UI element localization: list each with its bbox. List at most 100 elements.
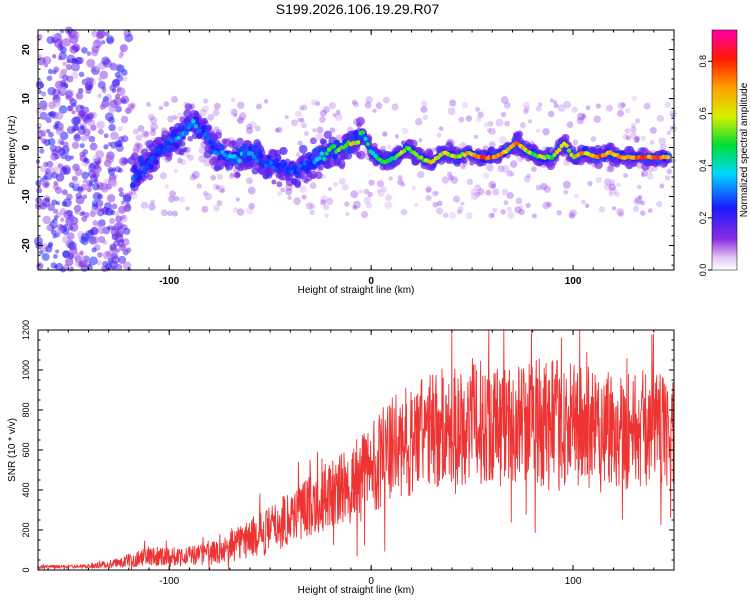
chart-title: S199.2026.106.19.29.R07 [275, 1, 440, 17]
y-tick-label: 200 [21, 522, 31, 537]
spectrogram-point [649, 126, 657, 134]
spectrogram-point [74, 168, 83, 176]
spectrogram-point [63, 210, 73, 220]
spectrogram-point [48, 131, 54, 138]
spectrogram-point [523, 108, 529, 115]
spectrogram-point [401, 127, 409, 135]
spectrogram-point [546, 201, 552, 207]
spectrogram-point [216, 200, 223, 206]
spectrogram-point [92, 192, 102, 201]
spectrogram-point [202, 105, 209, 113]
spectrogram-point [664, 175, 671, 181]
spectrogram-point [108, 104, 117, 113]
spectrogram-point [637, 184, 642, 190]
spectrogram-point [91, 67, 97, 73]
spectrogram-point [659, 143, 667, 151]
spectrogram-point [80, 135, 88, 142]
spectrogram-point [400, 182, 406, 187]
spectrogram-point [531, 213, 537, 219]
spectrogram-point [164, 141, 169, 146]
spectrogram-point [524, 105, 530, 112]
spectrogram-point [213, 204, 220, 212]
spectrogram-point [394, 134, 400, 139]
spectrogram-point [576, 117, 584, 125]
spectrogram-point [93, 178, 99, 184]
spectrogram-point [353, 101, 359, 108]
spectrogram-point [201, 129, 206, 134]
spectrogram-point [563, 100, 572, 109]
spectrogram-point [356, 140, 361, 145]
spectrogram-point [114, 139, 122, 148]
spectrogram-point [57, 163, 64, 169]
spectrogram-point [83, 212, 90, 218]
spectrogram-point [251, 154, 257, 160]
spectrogram-point [492, 188, 500, 196]
spectrogram-point [109, 217, 116, 224]
spectrogram-point [254, 158, 259, 163]
spectrogram-point [595, 103, 602, 109]
spectrogram-point [198, 155, 206, 163]
spectrogram-point [214, 125, 220, 132]
spectrogram-point [98, 128, 104, 135]
spectrogram-point [65, 90, 73, 98]
spectrogram-point [264, 163, 269, 168]
snr-y-label: SNR (10 * v/v) [7, 418, 18, 482]
y-tick-label: 20 [21, 44, 32, 56]
spectrogram-point [503, 200, 509, 206]
spectrogram-point [82, 149, 89, 156]
spectrogram-point [125, 107, 132, 114]
spectrogram-point [157, 150, 162, 155]
spectrogram-point [311, 99, 318, 106]
spectrogram-point [178, 196, 186, 203]
spectrogram-point [71, 116, 81, 126]
spectrogram-point [367, 191, 373, 198]
spectrogram-point [136, 174, 143, 181]
spectrogram-point [669, 109, 677, 118]
y-tick-label: -10 [21, 189, 32, 204]
spectrogram-point [564, 143, 569, 148]
spectrogram-point [171, 210, 179, 217]
spectrogram-point [173, 142, 180, 149]
spectrogram-point [67, 252, 74, 259]
spectrogram-point [173, 115, 178, 121]
spectrogram-point [201, 119, 207, 125]
spectrogram-point [376, 180, 385, 188]
colorbar: 0.0 0.2 0.4 0.6 0.8 Normalized spectral ampl… [698, 29, 750, 276]
spectrogram-point [69, 246, 78, 255]
spectrogram-point [115, 263, 123, 271]
spectrogram-point [385, 194, 392, 201]
spectrogram-point [118, 255, 127, 264]
spectrogram-point [246, 206, 254, 215]
spectrogram-point [490, 183, 496, 189]
spectrogram-point [465, 212, 473, 220]
spectrogram-point [87, 118, 96, 127]
spectrogram-point [90, 206, 99, 215]
spectrogram-point [606, 104, 613, 112]
spectrogram-point [577, 112, 585, 121]
spectrogram-point [76, 94, 81, 99]
spectrogram-point [581, 112, 586, 118]
spectrogram-point [630, 126, 637, 133]
spectrogram-point [248, 202, 255, 210]
spectrogram-point [299, 173, 306, 180]
spectrogram-point [130, 103, 136, 109]
spectrogram-point [203, 132, 208, 137]
spectrogram-point [447, 107, 456, 116]
spectrogram-point [103, 133, 109, 139]
spectrogram-point [73, 180, 81, 188]
spectrogram-point [123, 227, 131, 235]
spectrogram-point [57, 175, 63, 180]
spectrogram-point [237, 115, 245, 123]
spectrogram-point [196, 183, 202, 189]
spectrogram-point [71, 110, 76, 115]
spectrogram-point [458, 116, 465, 123]
spectrogram-point [172, 114, 178, 120]
spectrogram-point [67, 232, 75, 240]
spectrogram-point [365, 141, 371, 147]
spectrogram-point [213, 102, 221, 110]
spectrogram-point [422, 114, 428, 121]
spectrogram-point [343, 143, 349, 148]
spectrogram-point [104, 112, 114, 122]
spectrogram-point [365, 96, 373, 104]
